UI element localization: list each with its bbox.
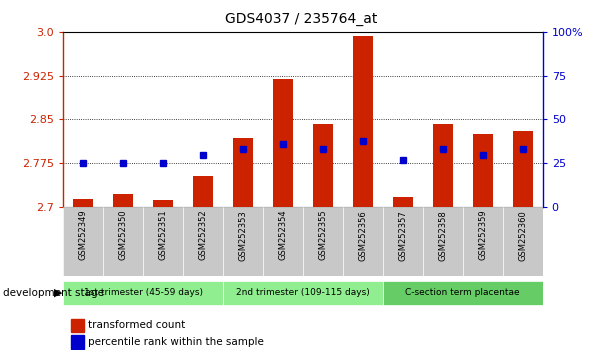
Text: ▶: ▶ — [54, 288, 62, 298]
FancyBboxPatch shape — [503, 207, 543, 276]
Bar — [71, 319, 84, 332]
FancyBboxPatch shape — [144, 207, 183, 276]
Bar — [393, 196, 413, 207]
FancyBboxPatch shape — [383, 207, 423, 276]
FancyBboxPatch shape — [383, 281, 543, 305]
FancyBboxPatch shape — [303, 207, 343, 276]
Text: GSM252358: GSM252358 — [438, 210, 447, 261]
FancyBboxPatch shape — [103, 207, 143, 276]
FancyBboxPatch shape — [343, 207, 383, 276]
Text: GSM252360: GSM252360 — [518, 210, 527, 261]
Text: GSM252349: GSM252349 — [79, 210, 88, 261]
Text: transformed count: transformed count — [88, 320, 186, 330]
FancyBboxPatch shape — [183, 207, 223, 276]
FancyBboxPatch shape — [223, 281, 383, 305]
FancyBboxPatch shape — [263, 207, 303, 276]
Text: GSM252356: GSM252356 — [358, 210, 367, 261]
Bar — [433, 124, 453, 207]
Bar — [513, 131, 532, 207]
FancyBboxPatch shape — [63, 281, 223, 305]
FancyBboxPatch shape — [63, 207, 103, 276]
Text: GSM252354: GSM252354 — [279, 210, 288, 261]
Text: GSM252350: GSM252350 — [119, 210, 128, 261]
Text: GSM252359: GSM252359 — [478, 210, 487, 261]
Text: 1st trimester (45-59 days): 1st trimester (45-59 days) — [84, 289, 203, 297]
Bar — [473, 134, 493, 207]
Text: GSM252352: GSM252352 — [198, 210, 207, 261]
FancyBboxPatch shape — [423, 207, 463, 276]
FancyBboxPatch shape — [463, 207, 503, 276]
Bar — [71, 335, 84, 349]
Bar — [113, 194, 133, 207]
Bar — [273, 79, 293, 207]
Text: percentile rank within the sample: percentile rank within the sample — [88, 337, 264, 347]
Text: GSM252353: GSM252353 — [239, 210, 248, 261]
Bar — [193, 176, 213, 207]
Bar — [233, 138, 253, 207]
Text: GSM252355: GSM252355 — [318, 210, 327, 261]
Bar — [313, 124, 333, 207]
Text: GSM252357: GSM252357 — [399, 210, 408, 261]
Text: 2nd trimester (109-115 days): 2nd trimester (109-115 days) — [236, 289, 370, 297]
Bar — [353, 36, 373, 207]
Text: development stage: development stage — [3, 288, 104, 298]
Text: C-section term placentae: C-section term placentae — [405, 289, 520, 297]
Text: GDS4037 / 235764_at: GDS4037 / 235764_at — [226, 12, 377, 27]
Text: GSM252351: GSM252351 — [159, 210, 168, 261]
Bar — [153, 200, 173, 207]
FancyBboxPatch shape — [223, 207, 263, 276]
Bar — [74, 199, 93, 207]
